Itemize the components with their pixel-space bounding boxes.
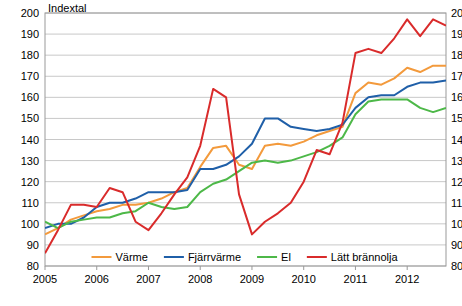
x-tick — [45, 266, 46, 270]
series-line — [45, 19, 446, 253]
x-tick-label: 2006 — [84, 273, 108, 285]
grid-line — [45, 97, 446, 98]
x-tick-label: 2005 — [33, 273, 57, 285]
legend: Värme Fjärrvärme El Lätt brännolja — [86, 249, 404, 265]
grid-line — [45, 244, 446, 245]
grid-line — [45, 160, 446, 161]
lines — [45, 19, 446, 253]
legend-label: Fjärrvärme — [188, 251, 241, 263]
series-line — [45, 66, 446, 235]
legend-background — [86, 249, 404, 265]
y-tick-label: 120 — [21, 176, 39, 188]
y-tick-label: 150 — [21, 112, 39, 124]
y-tick-label: 180 — [21, 49, 39, 61]
grid-line — [45, 139, 446, 140]
legend-label: El — [281, 251, 291, 263]
x-tick — [200, 266, 201, 270]
x-tick — [407, 266, 408, 270]
y2-tick-label: 110 — [451, 197, 462, 209]
legend-swatch — [307, 256, 327, 258]
x-tick-label: 2007 — [136, 273, 160, 285]
y2-tick-label: 120 — [451, 176, 462, 188]
y-axis-label: Indextal — [48, 2, 87, 14]
y2-tick-label: 180 — [451, 49, 462, 61]
grid-line — [45, 181, 446, 182]
y2-tick-label: 160 — [451, 91, 462, 103]
legend-swatch — [91, 256, 111, 258]
y2-tick-label: 150 — [451, 112, 462, 124]
y-tick-label: 200 — [21, 7, 39, 19]
grid-line — [45, 118, 446, 119]
legend-swatch — [257, 256, 277, 258]
plot-frame — [45, 13, 446, 266]
y2-tick-label: 90 — [451, 239, 462, 251]
y2-tick-label: 190 — [451, 28, 462, 40]
grid-line — [45, 55, 446, 56]
y-tick-label: 100 — [21, 218, 39, 230]
series-line — [45, 99, 446, 228]
x-tick-label: 2012 — [395, 273, 419, 285]
y-tick-label: 110 — [21, 197, 39, 209]
y2-tick-label: 130 — [451, 155, 462, 167]
y-tick-label: 170 — [21, 70, 39, 82]
y2-tick-label: 80 — [451, 260, 462, 272]
x-tick-label: 2008 — [188, 273, 212, 285]
y-tick-label: 80 — [27, 260, 39, 272]
chart: 80 80 90 90 100 100 110 110 120 120 130 130 140 140 15… — [0, 0, 462, 306]
x-tick — [355, 266, 356, 270]
grid-line — [45, 76, 446, 77]
x-tick-label: 2009 — [240, 273, 264, 285]
legend-swatch — [164, 256, 184, 258]
grid-line — [45, 34, 446, 35]
y-tick-label: 130 — [21, 155, 39, 167]
y-tick-label: 190 — [21, 28, 39, 40]
y-tick-label: 90 — [27, 239, 39, 251]
y2-tick-label: 140 — [451, 134, 462, 146]
x-tick — [251, 266, 252, 270]
y2-tick-label: 200 — [451, 7, 462, 19]
grid-line — [45, 202, 446, 203]
x-tick — [148, 266, 149, 270]
legend-label: Lätt brännolja — [331, 251, 399, 263]
x-tick-label: 2010 — [291, 273, 315, 285]
x-tick-label: 2011 — [344, 273, 368, 285]
grid-line — [45, 223, 446, 224]
y2-tick-label: 170 — [451, 70, 462, 82]
y-tick-label: 160 — [21, 91, 39, 103]
y-tick-label: 140 — [21, 134, 39, 146]
x-tick — [96, 266, 97, 270]
x-tick — [303, 266, 304, 270]
series-line — [45, 80, 446, 228]
y2-tick-label: 100 — [451, 218, 462, 230]
legend-label: Värme — [115, 251, 147, 263]
